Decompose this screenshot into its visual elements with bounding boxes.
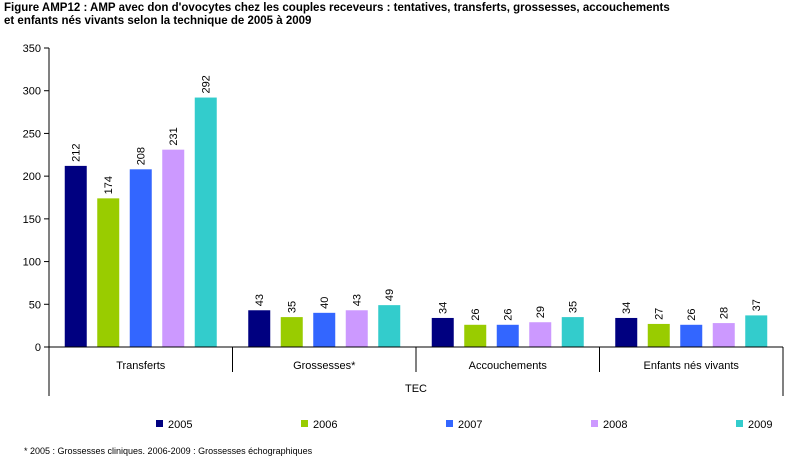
bar <box>248 310 271 347</box>
legend-label: 2006 <box>313 419 337 431</box>
bar <box>745 315 768 347</box>
legend: 2005 2006 2007 2008 2009 <box>156 419 772 431</box>
data-label: 43 <box>254 294 266 306</box>
data-label: 28 <box>719 307 731 319</box>
data-label: 292 <box>201 75 213 93</box>
bar <box>529 322 552 347</box>
y-tick-label: 350 <box>23 43 41 55</box>
data-label: 174 <box>103 176 115 194</box>
data-label: 40 <box>319 297 331 309</box>
legend-swatch <box>446 420 453 427</box>
bar <box>97 198 120 347</box>
data-label: 35 <box>287 301 299 313</box>
y-tick-label: 250 <box>23 128 41 140</box>
bar <box>280 317 303 347</box>
y-tick-label: 50 <box>29 299 41 311</box>
y-axis: 0 50 100 150 200 250 300 350 <box>23 43 50 354</box>
data-label: 37 <box>751 299 763 311</box>
legend-label: 2007 <box>458 419 482 431</box>
bar <box>64 165 87 347</box>
bar <box>129 169 152 347</box>
bar <box>615 317 638 347</box>
legend-label: 2009 <box>748 419 772 431</box>
footnote: * 2005 : Grossesses cliniques. 2006-2009… <box>24 446 313 456</box>
bar <box>378 305 401 347</box>
legend-swatch <box>156 420 163 427</box>
legend-swatch <box>301 420 308 427</box>
bars: 212 174 208 231 292 43 35 40 43 49 34 26 26 29 35 34 27 2… <box>64 75 768 347</box>
bar <box>496 324 519 347</box>
data-label: 34 <box>621 302 633 314</box>
data-label: 231 <box>168 127 180 145</box>
x-category-label: Grossesses* <box>293 360 356 372</box>
bar <box>647 323 670 347</box>
x-category-label: Enfants nés vivants <box>644 360 740 372</box>
data-label: 27 <box>654 308 666 320</box>
legend-label: 2008 <box>603 419 627 431</box>
bar <box>431 317 454 347</box>
y-tick-label: 300 <box>23 86 41 98</box>
bar <box>345 310 368 347</box>
y-tick-label: 150 <box>23 214 41 226</box>
data-label: 29 <box>535 306 547 318</box>
data-label: 43 <box>352 294 364 306</box>
data-label: 34 <box>438 302 450 314</box>
x-axis: Transferts Grossesses* Accouchements Enfant… <box>48 346 784 396</box>
x-group-label: TEC <box>405 383 427 395</box>
data-label: 26 <box>503 309 515 321</box>
bar <box>561 317 584 347</box>
bar <box>712 323 735 347</box>
legend-swatch <box>736 420 743 427</box>
data-label: 49 <box>384 289 396 301</box>
y-tick-label: 200 <box>23 171 41 183</box>
bar <box>313 312 336 347</box>
legend-swatch <box>591 420 598 427</box>
y-tick-label: 0 <box>35 342 41 354</box>
bar <box>194 97 217 347</box>
bar <box>680 324 703 347</box>
data-label: 212 <box>71 144 83 162</box>
chart-title: Figure AMP12 : AMP avec don d'ovocytes c… <box>4 2 670 27</box>
data-label: 26 <box>686 309 698 321</box>
y-tick-label: 100 <box>23 257 41 269</box>
bar <box>162 149 185 347</box>
bar <box>464 324 487 347</box>
x-category-label: Accouchements <box>469 360 548 372</box>
data-label: 208 <box>136 147 148 165</box>
data-label: 26 <box>470 309 482 321</box>
legend-label: 2005 <box>168 419 192 431</box>
x-category-label: Transferts <box>116 360 166 372</box>
data-label: 35 <box>568 301 580 313</box>
